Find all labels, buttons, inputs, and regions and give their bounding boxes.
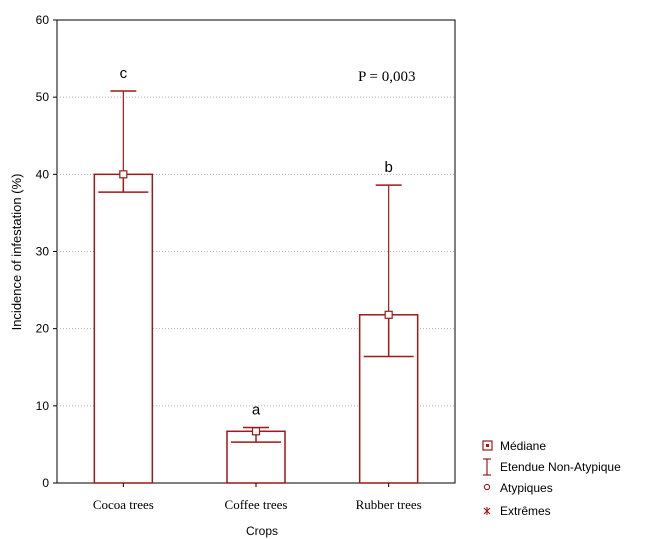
legend-label-median: Médiane	[500, 439, 546, 453]
bars: c a b	[93, 65, 419, 484]
y-axis-label: Incidence of infestation (%)	[9, 174, 24, 331]
median-marker	[251, 427, 261, 436]
x-axis-ticks: Cocoa trees Coffee trees Rubber trees	[93, 483, 422, 512]
legend-label-whisker: Etendue Non-Atypique	[500, 460, 621, 474]
significance-letter: b	[384, 159, 392, 176]
y-tick-label: 30	[36, 245, 50, 259]
median-icon-inner	[486, 444, 489, 447]
legend-label-outlier: Atypiques	[500, 481, 553, 495]
y-axis-ticks: 0 10 20 30 40 50 60	[36, 13, 57, 490]
x-tick-label: Cocoa trees	[93, 497, 154, 512]
significance-letter: c	[120, 65, 128, 82]
x-axis-label: Crops	[246, 524, 278, 538]
legend-item-median: Médiane	[482, 439, 546, 453]
legend: Médiane Etendue Non-Atypique Atypiques E…	[482, 439, 621, 518]
significance-letter: a	[252, 401, 261, 418]
y-tick-label: 20	[36, 322, 50, 336]
y-tick-label: 60	[36, 13, 50, 27]
median-marker	[384, 310, 393, 319]
legend-item-extreme: Extrêmes	[483, 504, 551, 518]
y-tick-label: 10	[36, 399, 50, 413]
p-value-annotation: P = 0,003	[358, 69, 416, 85]
x-tick-label: Coffee trees	[225, 497, 288, 512]
x-tick-label: Rubber trees	[356, 497, 422, 512]
bar	[93, 173, 154, 484]
legend-item-outlier: Atypiques	[483, 481, 553, 495]
y-tick-label: 50	[36, 90, 50, 104]
outlier-icon	[483, 483, 491, 491]
median-marker	[119, 170, 128, 179]
y-tick-label: 40	[36, 167, 50, 181]
legend-label-extreme: Extrêmes	[500, 504, 551, 518]
extreme-icon	[483, 507, 491, 515]
y-tick-label: 0	[42, 476, 49, 490]
legend-item-whisker: Etendue Non-Atypique	[483, 458, 621, 476]
